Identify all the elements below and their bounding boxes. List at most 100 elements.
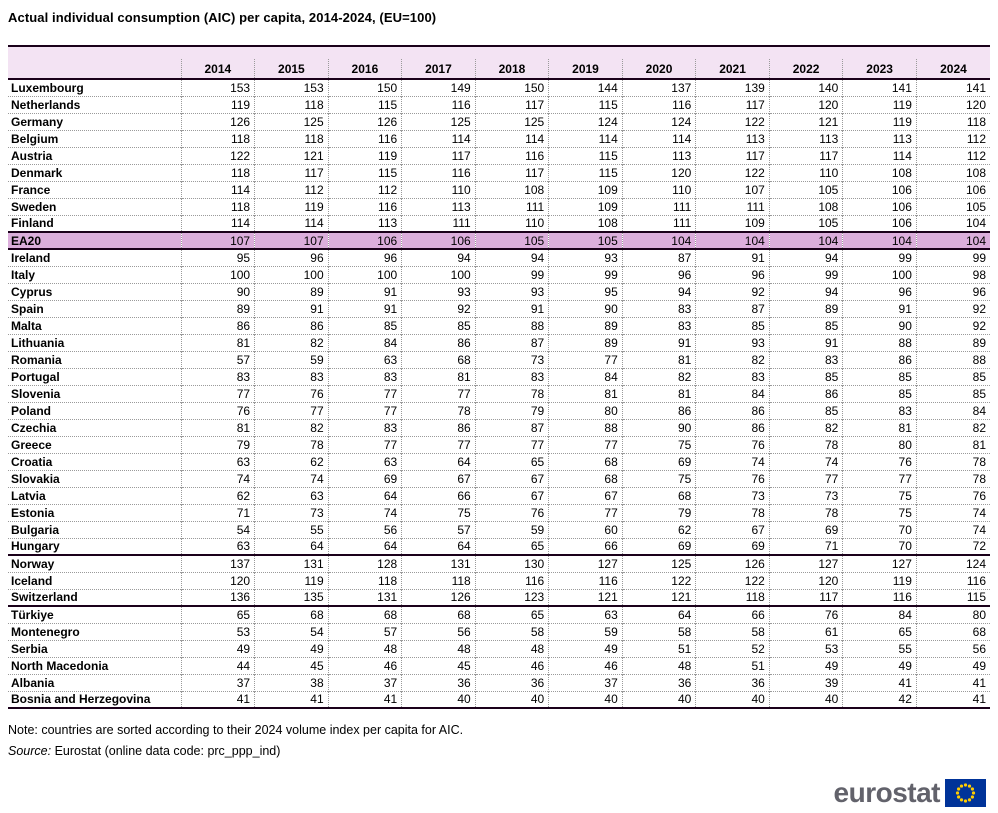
value-cell: 41 [254, 690, 329, 708]
value-cell: 87 [474, 333, 549, 351]
value-cell: 114 [621, 129, 696, 147]
value-cell: 40 [695, 690, 770, 708]
country-cell: Iceland [8, 571, 182, 589]
value-cell: 109 [548, 180, 623, 198]
value-cell: 88 [474, 316, 549, 334]
table-row: Italy 100 100 100 100 99 99 96 96 99 100 98 [8, 265, 990, 283]
value-cell: 76 [254, 384, 329, 402]
value-cell: 86 [695, 418, 770, 436]
value-cell: 49 [548, 639, 623, 657]
country-cell: Switzerland [8, 588, 182, 607]
value-cell: 46 [327, 656, 402, 674]
value-cell: 49 [180, 639, 255, 657]
value-cell: 126 [695, 554, 770, 572]
value-cell: 86 [768, 384, 843, 402]
value-cell: 116 [327, 197, 402, 215]
value-cell: 99 [842, 248, 917, 266]
value-cell: 69 [695, 537, 770, 556]
table-row: Albania 37 38 37 36 36 37 36 36 39 41 41 [8, 673, 990, 691]
value-cell: 111 [695, 197, 770, 215]
value-cell: 117 [695, 146, 770, 164]
value-cell: 54 [254, 622, 329, 640]
value-cell: 78 [768, 503, 843, 521]
value-cell: 124 [548, 112, 623, 130]
value-cell: 116 [548, 571, 623, 589]
value-cell: 121 [254, 146, 329, 164]
value-cell: 57 [180, 350, 255, 368]
country-cell: Denmark [8, 163, 182, 181]
country-cell: Poland [8, 401, 182, 419]
value-cell: 74 [768, 452, 843, 470]
value-cell: 111 [621, 197, 696, 215]
table-row: Croatia 63 62 63 64 65 68 69 74 74 76 78 [8, 452, 990, 470]
value-cell: 56 [401, 622, 476, 640]
value-cell: 95 [548, 282, 623, 300]
value-cell: 124 [915, 554, 990, 572]
value-cell: 48 [621, 656, 696, 674]
value-cell: 86 [621, 401, 696, 419]
value-cell: 105 [768, 180, 843, 198]
value-cell: 79 [474, 401, 549, 419]
value-cell: 128 [327, 554, 402, 572]
value-cell: 127 [842, 554, 917, 572]
value-cell: 79 [180, 435, 255, 453]
value-cell: 118 [254, 129, 329, 147]
value-cell: 75 [401, 503, 476, 521]
value-cell: 89 [548, 333, 623, 351]
value-cell: 85 [915, 367, 990, 385]
value-cell: 109 [548, 197, 623, 215]
table-row: North Macedonia 44 45 46 45 46 46 48 51 49 49 49 [8, 656, 990, 674]
note-text: Note: countries are sorted according to … [8, 723, 464, 737]
country-cell: Finland [8, 214, 182, 232]
value-cell: 76 [768, 605, 843, 623]
country-cell: EA20 [8, 231, 182, 250]
value-cell: 80 [915, 605, 990, 623]
value-cell: 107 [695, 180, 770, 198]
value-cell: 78 [915, 452, 990, 470]
value-cell: 90 [842, 316, 917, 334]
country-cell: Estonia [8, 503, 182, 521]
value-cell: 126 [327, 112, 402, 130]
table-row: Portugal 83 83 83 81 83 84 82 83 85 85 85 [8, 367, 990, 385]
value-cell: 63 [254, 486, 329, 504]
value-cell: 85 [768, 316, 843, 334]
value-cell: 100 [180, 265, 255, 283]
value-cell: 81 [621, 384, 696, 402]
value-cell: 92 [915, 316, 990, 334]
value-cell: 40 [474, 690, 549, 708]
country-cell: Montenegro [8, 622, 182, 640]
value-cell: 77 [768, 469, 843, 487]
value-cell: 122 [695, 163, 770, 181]
value-cell: 38 [254, 673, 329, 691]
value-cell: 123 [474, 588, 549, 607]
country-cell: Spain [8, 299, 182, 317]
value-cell: 87 [695, 299, 770, 317]
value-cell: 78 [254, 435, 329, 453]
value-cell: 100 [401, 265, 476, 283]
value-cell: 95 [180, 248, 255, 266]
value-cell: 116 [474, 571, 549, 589]
value-cell: 86 [180, 316, 255, 334]
value-cell: 59 [254, 350, 329, 368]
value-cell: 74 [695, 452, 770, 470]
value-cell: 88 [915, 350, 990, 368]
value-cell: 75 [621, 469, 696, 487]
table-row: Finland 114 114 113 111 110 108 111 109 105 106 104 [8, 214, 990, 232]
value-cell: 36 [474, 673, 549, 691]
table-row: Sweden 118 119 116 113 111 109 111 111 108 106 105 [8, 197, 990, 215]
table-row: Slovakia 74 74 69 67 67 68 75 76 77 77 78 [8, 469, 990, 487]
value-cell: 114 [474, 129, 549, 147]
value-cell: 108 [842, 163, 917, 181]
country-cell: Portugal [8, 367, 182, 385]
value-cell: 54 [180, 520, 255, 538]
year-header: 2016 [327, 59, 402, 80]
table-row: Cyprus 90 89 91 93 93 95 94 92 94 96 96 [8, 282, 990, 300]
value-cell: 106 [842, 197, 917, 215]
value-cell: 64 [254, 537, 329, 556]
year-header-row: 2014 2015 2016 2017 2018 2019 2020 2021 2022 2023… [8, 59, 990, 80]
value-cell: 137 [621, 79, 696, 96]
value-cell: 96 [695, 265, 770, 283]
value-cell: 107 [254, 231, 329, 250]
value-cell: 112 [915, 129, 990, 147]
value-cell: 49 [842, 656, 917, 674]
